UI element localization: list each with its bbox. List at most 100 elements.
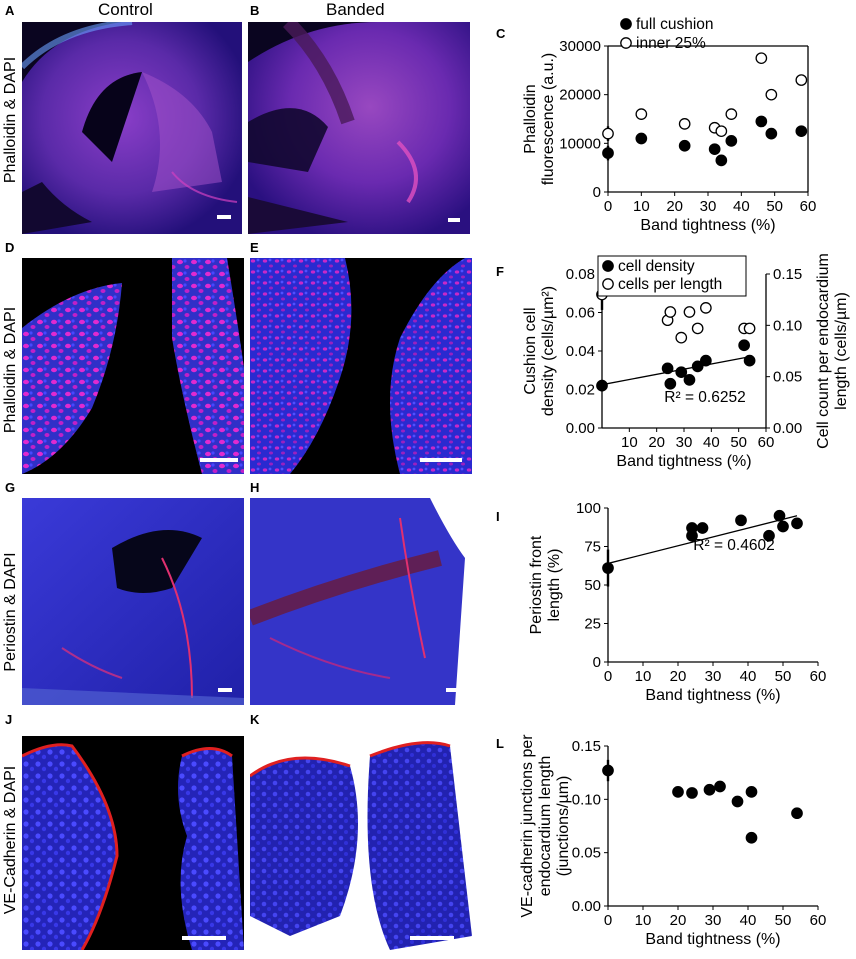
micrograph-d-control-phalloidin <box>22 258 244 474</box>
chart-f-xlabel: Band tightness (%) <box>616 453 751 470</box>
chart-i-ytick-label: 0 <box>593 654 601 671</box>
micrograph-b-banded-phalloidin <box>248 22 470 234</box>
chart-l-point <box>686 787 698 799</box>
chart-c-xtick-label: 20 <box>666 198 683 215</box>
chart-f-legend-marker <box>602 260 614 272</box>
chart-l-point <box>791 807 803 820</box>
chart-i-ylabel-line: Periostin front <box>528 535 545 634</box>
chart-c-point-inner-25% <box>755 52 768 65</box>
chart-c-ytick-label: 10000 <box>559 135 601 152</box>
chart-l-point <box>714 780 726 793</box>
panel-letter-c: C <box>496 26 506 41</box>
chart-c-ytick-label: 20000 <box>559 87 601 104</box>
chart-f-y2tick-label: 0.05 <box>773 369 802 386</box>
chart-i-trendline <box>607 515 798 565</box>
chart-l-point <box>745 786 758 798</box>
chart-i-xlabel: Band tightness (%) <box>645 687 780 704</box>
chart-f-xtick-label: 30 <box>676 434 693 451</box>
chart-l-point <box>703 783 716 796</box>
chart-c-point-inner-25% <box>765 88 778 101</box>
chart-c-ylabel-line: fluorescence (a.u.) <box>540 53 557 186</box>
chart-f-point-cell-density <box>661 362 674 375</box>
chart-l-xtick-label: 60 <box>810 912 827 929</box>
chart-c-point-full-cushion <box>795 125 808 138</box>
chart-i-periostin-front: 0 25 50 75 100 0 10 20 30 40 50 60 Band tightness (%… <box>528 500 827 704</box>
chart-c-point-full-cushion <box>725 135 738 147</box>
chart-f-point-cells-per-length <box>691 322 704 335</box>
chart-c-xtick-label: 40 <box>733 198 750 215</box>
panel-letter-i: I <box>496 509 500 524</box>
chart-c-ylabel-line: Phalloidin <box>522 84 539 153</box>
chart-i-point <box>602 562 614 574</box>
chart-f-point-cells-per-length <box>664 306 677 318</box>
chart-c-point-inner-25% <box>725 108 738 120</box>
micrograph-k-banded-vecadherin <box>250 736 472 950</box>
micrograph-j-control-vecadherin <box>22 736 244 950</box>
chart-f-y2tick-label: 0.00 <box>773 420 802 437</box>
chart-f-xtick-label: 10 <box>621 434 638 451</box>
panel-letter-k: K <box>250 712 260 727</box>
chart-c-xtick-label: 10 <box>633 198 650 215</box>
chart-c-point-full-cushion <box>765 127 778 140</box>
chart-i-point <box>773 509 786 522</box>
chart-f-point-cell-density <box>700 354 712 367</box>
chart-f-ytick-label: 0.08 <box>566 266 595 283</box>
chart-l-xtick-label: 40 <box>740 912 757 929</box>
panel-letter-e: E <box>250 240 259 255</box>
chart-f-ytick-label: 0.06 <box>566 305 595 322</box>
chart-l-xtick-label: 0 <box>604 912 612 929</box>
chart-f-point-cell-density <box>683 374 696 386</box>
micrograph-h-banded-periostin <box>250 498 472 705</box>
row-label-2: Phalloidin & DAPI <box>2 306 19 434</box>
chart-l-point <box>672 786 684 798</box>
chart-c-xtick-label: 60 <box>800 198 817 215</box>
chart-f-xtick-label: 50 <box>730 434 747 451</box>
chart-f-ylabel-line: density (cells/µm²) <box>540 286 557 416</box>
chart-c-point-full-cushion <box>708 143 721 156</box>
chart-f-legend-box <box>597 255 747 297</box>
chart-c-legend-marker <box>620 18 632 30</box>
chart-i-ylabel-line: length (%) <box>546 549 563 622</box>
chart-l-point <box>731 795 744 808</box>
chart-i-ytick-label: 100 <box>576 500 601 517</box>
panel-letter-d: D <box>5 240 15 255</box>
chart-f-point-cells-per-length <box>675 331 688 344</box>
chart-i-xtick-label: 20 <box>670 668 687 685</box>
chart-f-ytick-label: 0.00 <box>566 420 595 437</box>
chart-i-xtick-label: 60 <box>810 668 827 685</box>
column-title-control: Control <box>98 0 153 19</box>
chart-l-ylabel-line: VE-cadherin junctions per <box>519 734 536 918</box>
chart-c-point-inner-25% <box>795 74 808 86</box>
chart-l-xtick-label: 20 <box>670 912 687 929</box>
chart-f-point-cells-per-length <box>743 322 756 335</box>
chart-c-point-inner-25% <box>715 125 728 138</box>
scale-bar-k <box>410 936 454 940</box>
chart-f-point-cell-density <box>675 366 688 379</box>
scale-bar-g <box>218 688 232 692</box>
chart-f-y2tick-label: 0.15 <box>773 266 802 283</box>
chart-f-point-cells-per-length <box>700 302 712 314</box>
chart-f-y2label-line: length (cells/µm) <box>833 292 850 410</box>
chart-c-ytick-label: 30000 <box>559 38 601 55</box>
chart-c-point-full-cushion <box>715 154 728 167</box>
chart-i-point <box>735 514 747 527</box>
chart-l-ylabel-line: (junctions/µm) <box>555 776 572 877</box>
scale-bar-j <box>182 936 226 940</box>
panel-letter-g: G <box>5 480 16 495</box>
chart-i-r2-annotation: R² = 0.4602 <box>693 537 774 554</box>
micrograph-a-control-phalloidin <box>22 22 242 234</box>
chart-i-point <box>763 529 775 542</box>
chart-l-ytick-label: 0.00 <box>572 898 601 915</box>
chart-f-ytick-label: 0.04 <box>566 343 595 360</box>
chart-c-point-full-cushion <box>602 147 614 159</box>
chart-c-xtick-label: 50 <box>766 198 783 215</box>
column-title-banded: Banded <box>326 0 385 19</box>
micrograph-g-control-periostin <box>22 498 244 705</box>
chart-f-point-cells-per-length <box>683 306 696 318</box>
panel-letter-b: B <box>250 3 260 18</box>
chart-c-legend-label: inner 25% <box>636 35 706 52</box>
chart-c-point-inner-25% <box>678 118 691 130</box>
chart-l-xlabel: Band tightness (%) <box>645 931 780 948</box>
chart-f-point-cell-density <box>743 354 756 367</box>
scale-bar-h <box>446 688 460 692</box>
